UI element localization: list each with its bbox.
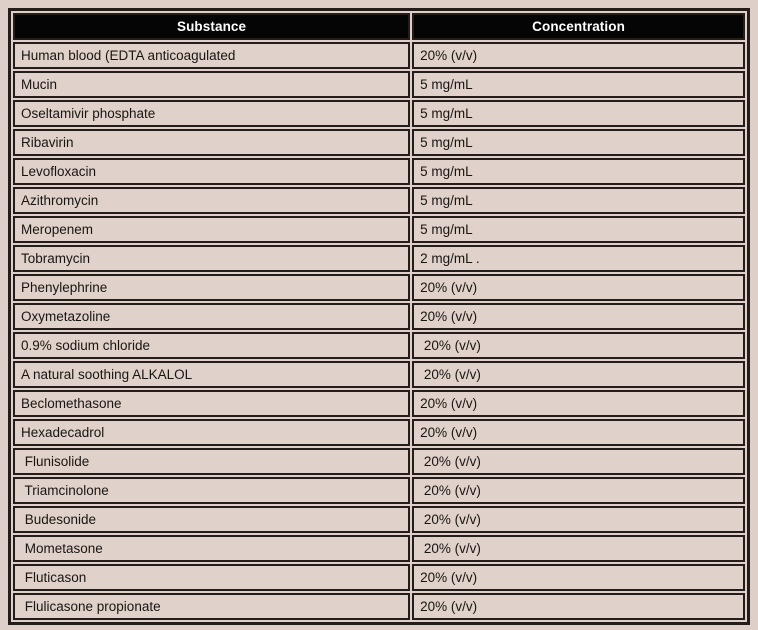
substance-cell: Meropenem — [13, 216, 411, 243]
substance-cell: Ribavirin — [13, 129, 411, 156]
concentration-cell: 20% (v/v) — [412, 274, 745, 301]
table-row: Hexadecadrol 20% (v/v) — [13, 419, 745, 446]
concentration-cell: 20% (v/v) — [412, 303, 745, 330]
table-row: Azithromycin 5 mg/mL — [13, 187, 745, 214]
substance-cell: Human blood (EDTA anticoagulated — [13, 42, 411, 69]
concentration-cell: 20% (v/v) — [412, 448, 745, 475]
substance-cell: Oseltamivir phosphate — [13, 100, 411, 127]
substance-cell: Azithromycin — [13, 187, 411, 214]
concentration-cell: 20% (v/v) — [412, 419, 745, 446]
table-body: Human blood (EDTA anticoagulated 20% (v/v… — [13, 42, 745, 620]
substance-cell: Mometasone — [13, 535, 411, 562]
table-row: Mucin 5 mg/mL — [13, 71, 745, 98]
table-row: Ribavirin 5 mg/mL — [13, 129, 745, 156]
table-row: Triamcinolone 20% (v/v) — [13, 477, 745, 504]
concentration-cell: 20% (v/v) — [412, 361, 745, 388]
substance-cell: Beclomethasone — [13, 390, 411, 417]
table-row: Fluticason 20% (v/v) — [13, 564, 745, 591]
concentration-cell: 5 mg/mL — [412, 100, 745, 127]
table-row: 0.9% sodium chloride 20% (v/v) — [13, 332, 745, 359]
table-row: Meropenem 5 mg/mL — [13, 216, 745, 243]
substance-cell: Levofloxacin — [13, 158, 411, 185]
concentration-cell: 20% (v/v) — [412, 390, 745, 417]
substance-cell: Triamcinolone — [13, 477, 411, 504]
substance-cell: Flulicasone propionate — [13, 593, 411, 620]
substance-cell: Phenylephrine — [13, 274, 411, 301]
table-row: Oseltamivir phosphate 5 mg/mL — [13, 100, 745, 127]
concentration-cell: 5 mg/mL — [412, 158, 745, 185]
substance-cell: Fluticason — [13, 564, 411, 591]
column-header-substance: Substance — [13, 13, 411, 40]
concentration-cell: 20% (v/v) — [412, 506, 745, 533]
concentration-cell: 20% (v/v) — [412, 535, 745, 562]
substance-cell: Tobramycin — [13, 245, 411, 272]
concentration-cell: 20% (v/v) — [412, 593, 745, 620]
substance-cell: 0.9% sodium chloride — [13, 332, 411, 359]
concentration-cell: 20% (v/v) — [412, 332, 745, 359]
substance-cell: Budesonide — [13, 506, 411, 533]
column-header-concentration: Concentration — [412, 13, 745, 40]
table-row: Tobramycin 2 mg/mL . — [13, 245, 745, 272]
table-row: Mometasone 20% (v/v) — [13, 535, 745, 562]
header-row: Substance Concentration — [13, 13, 745, 40]
table-row: Human blood (EDTA anticoagulated 20% (v/v… — [13, 42, 745, 69]
table-row: Budesonide 20% (v/v) — [13, 506, 745, 533]
table-row: Beclomethasone 20% (v/v) — [13, 390, 745, 417]
substance-cell: Hexadecadrol — [13, 419, 411, 446]
substance-concentration-table: Substance Concentration Human blood (EDT… — [8, 8, 750, 625]
table-row: A natural soothing ALKALOL 20% (v/v) — [13, 361, 745, 388]
table-header: Substance Concentration — [13, 13, 745, 40]
concentration-cell: 5 mg/mL — [412, 129, 745, 156]
substance-cell: Oxymetazoline — [13, 303, 411, 330]
concentration-cell: 2 mg/mL . — [412, 245, 745, 272]
substance-cell: A natural soothing ALKALOL — [13, 361, 411, 388]
concentration-cell: 20% (v/v) — [412, 42, 745, 69]
table-row: Levofloxacin 5 mg/mL — [13, 158, 745, 185]
substance-cell: Mucin — [13, 71, 411, 98]
table-row: Flulicasone propionate 20% (v/v) — [13, 593, 745, 620]
table-row: Flunisolide 20% (v/v) — [13, 448, 745, 475]
table-row: Oxymetazoline 20% (v/v) — [13, 303, 745, 330]
concentration-cell: 20% (v/v) — [412, 477, 745, 504]
substance-cell: Flunisolide — [13, 448, 411, 475]
concentration-cell: 5 mg/mL — [412, 71, 745, 98]
concentration-cell: 5 mg/mL — [412, 187, 745, 214]
table-row: Phenylephrine 20% (v/v) — [13, 274, 745, 301]
concentration-cell: 5 mg/mL — [412, 216, 745, 243]
concentration-cell: 20% (v/v) — [412, 564, 745, 591]
